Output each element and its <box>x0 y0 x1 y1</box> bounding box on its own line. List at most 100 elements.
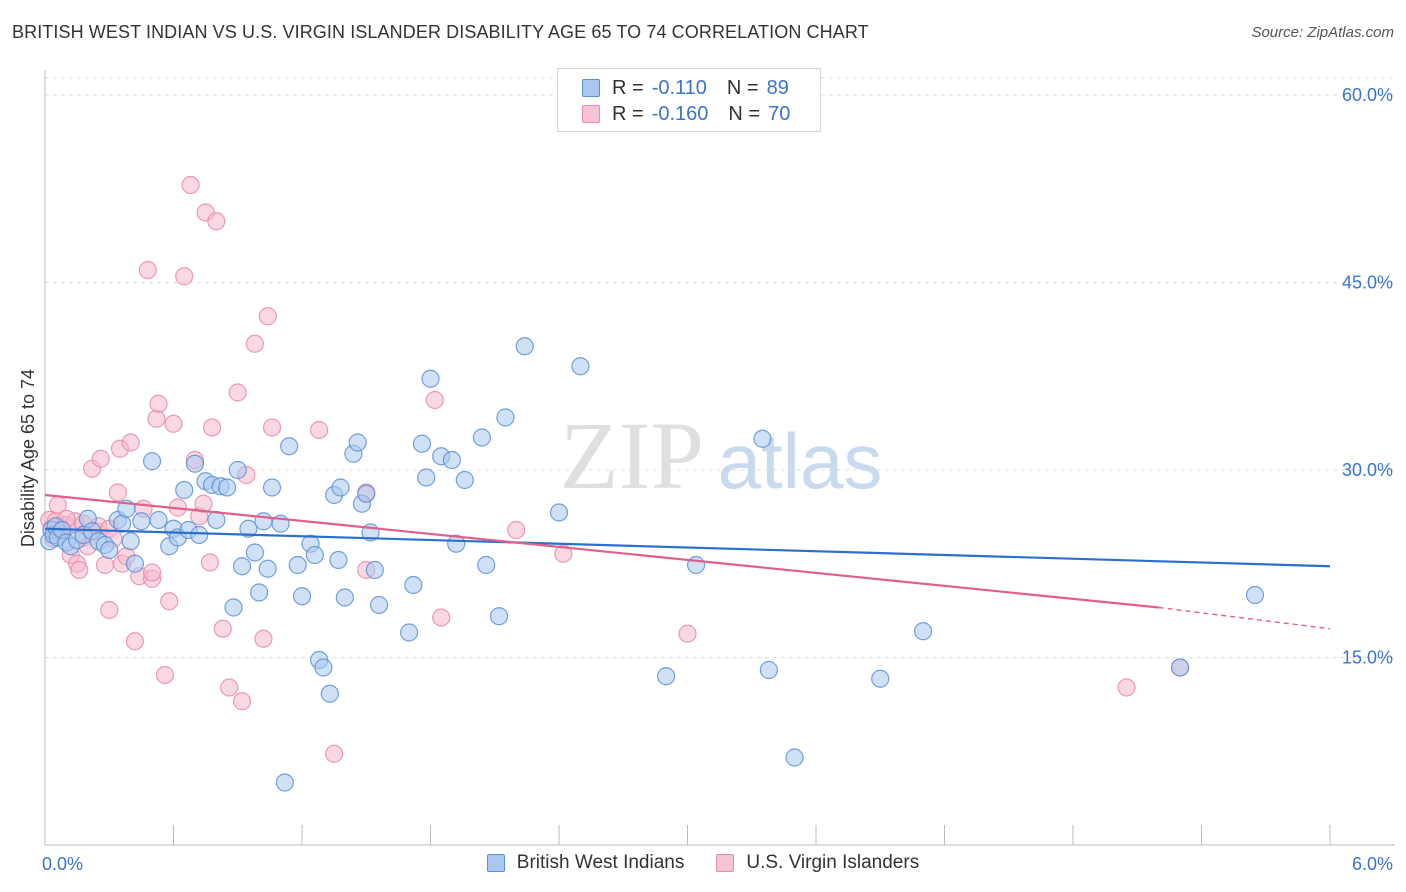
legend-swatch-pink <box>582 105 600 123</box>
us-virgin-islanders-point <box>1117 678 1136 697</box>
chart-title: BRITISH WEST INDIAN VS U.S. VIRGIN ISLAN… <box>12 22 869 42</box>
british-west-indians-point <box>100 540 119 560</box>
legend-r-label: R = <box>612 102 644 125</box>
us-virgin-islanders-point <box>149 394 168 413</box>
british-west-indians-point <box>549 503 569 522</box>
us-virgin-islanders-point <box>310 420 329 440</box>
us-virgin-islanders-point <box>245 334 264 353</box>
british-west-indians-point <box>331 478 350 497</box>
british-west-indians-point <box>477 555 496 575</box>
british-west-indians-point <box>250 583 269 602</box>
legend-row-us-virgin-islanders: R = -0.160 N = 70 <box>582 102 790 126</box>
british-west-indians-point <box>759 660 778 680</box>
legend-label: U.S. Virgin Islanders <box>746 852 920 873</box>
british-west-indians-point <box>686 555 706 575</box>
us-virgin-islanders-point <box>554 544 573 563</box>
watermark-zip: ZIP <box>560 402 704 509</box>
x-tick-label: 0.0% <box>42 854 83 874</box>
british-west-indians-point <box>132 512 151 531</box>
us-virgin-islanders-point <box>121 433 140 452</box>
british-west-indians-point <box>421 369 440 388</box>
british-west-indians-point <box>275 773 294 792</box>
us-virgin-islanders-point <box>432 608 451 627</box>
legend-label: British West Indians <box>516 852 685 873</box>
british-west-indians-point <box>785 748 804 767</box>
us-virgin-islanders-point <box>220 678 239 697</box>
legend-swatch-blue <box>582 79 600 97</box>
us-virgin-islanders-point <box>213 619 232 638</box>
british-west-indians-point <box>258 559 277 578</box>
us-virgin-islanders-point <box>254 629 273 648</box>
british-west-indians-point <box>399 623 419 642</box>
british-west-indians-point <box>329 550 348 570</box>
british-west-indians-point <box>472 428 491 447</box>
legend-n-value: 70 <box>768 102 791 125</box>
us-virgin-islanders-point <box>147 409 166 428</box>
series-legend: British West Indians U.S. Virgin Islande… <box>0 852 1406 874</box>
british-west-indians-point <box>571 357 590 376</box>
y-tick-label: 30.0% <box>1342 460 1393 480</box>
british-west-indians-point <box>190 525 209 545</box>
british-west-indians-point <box>314 658 333 677</box>
british-west-indians-point <box>357 484 376 503</box>
legend-swatch-blue <box>486 854 505 872</box>
british-west-indians-point <box>280 437 299 456</box>
us-virgin-islanders-point <box>91 449 110 468</box>
british-west-indians-point <box>1170 658 1190 677</box>
british-west-indians-trendline <box>44 527 1331 568</box>
us-virgin-islanders-point <box>678 624 697 643</box>
us-virgin-islanders-point <box>160 592 179 611</box>
us-virgin-islanders-point <box>100 600 119 620</box>
british-west-indians-point <box>348 433 367 452</box>
us-virgin-islanders-point <box>207 212 226 231</box>
british-west-indians-point <box>753 429 772 448</box>
british-west-indians-point <box>656 667 676 686</box>
us-virgin-islanders-trendline <box>44 493 1159 609</box>
us-virgin-islanders-point <box>125 632 145 651</box>
british-west-indians-point <box>288 555 307 575</box>
british-west-indians-point <box>232 557 252 576</box>
watermark: ZIP atlas <box>560 402 882 509</box>
british-west-indians-point <box>305 545 324 565</box>
us-virgin-islanders-point <box>175 267 194 286</box>
us-virgin-islanders-point <box>507 520 526 540</box>
british-west-indians-point <box>412 434 432 453</box>
y-tick-label: 60.0% <box>1342 85 1393 105</box>
british-west-indians-point <box>1245 585 1265 605</box>
british-west-indians-point <box>262 478 282 497</box>
british-west-indians-point <box>125 554 145 573</box>
y-axis-label: Disability Age 65 to 74 <box>18 369 38 547</box>
british-west-indians-point <box>228 460 247 480</box>
british-west-indians-point <box>489 607 509 626</box>
legend-item-british-west-indians: British West Indians <box>486 852 685 874</box>
british-west-indians-point <box>871 669 890 688</box>
us-virgin-islanders-point <box>181 175 200 195</box>
legend-n-label: N = <box>728 102 761 125</box>
us-virgin-islanders-point <box>232 692 252 711</box>
source-label: Source: ZipAtlas.com <box>1251 24 1394 41</box>
us-virgin-islanders-point <box>200 553 220 572</box>
y-tick-label: 15.0% <box>1342 648 1393 668</box>
british-west-indians-point <box>365 560 384 580</box>
british-west-indians-point <box>404 575 423 595</box>
us-virgin-islanders-point <box>194 494 213 513</box>
us-virgin-islanders-point <box>258 307 277 326</box>
british-west-indians-point <box>447 534 466 553</box>
us-virgin-islanders-point <box>325 744 344 763</box>
british-west-indians-point <box>175 480 194 500</box>
us-virgin-islanders-point <box>95 555 115 575</box>
british-west-indians-point <box>149 510 168 530</box>
british-west-indians-point <box>515 337 534 356</box>
british-west-indians-point <box>239 519 258 538</box>
legend-row-british-west-indians: R = -0.110 N = 89 <box>582 76 789 100</box>
british-west-indians-point <box>245 543 264 562</box>
british-west-indians-point <box>217 478 237 497</box>
legend-swatch-pink <box>716 854 735 872</box>
legend-r-value: -0.110 <box>651 76 707 99</box>
legend-r-label: R = <box>612 76 644 99</box>
british-west-indians-point <box>335 588 354 607</box>
british-west-indians-point <box>224 598 243 617</box>
y-tick-label: 45.0% <box>1342 273 1393 293</box>
british-west-indians-point <box>254 512 273 531</box>
